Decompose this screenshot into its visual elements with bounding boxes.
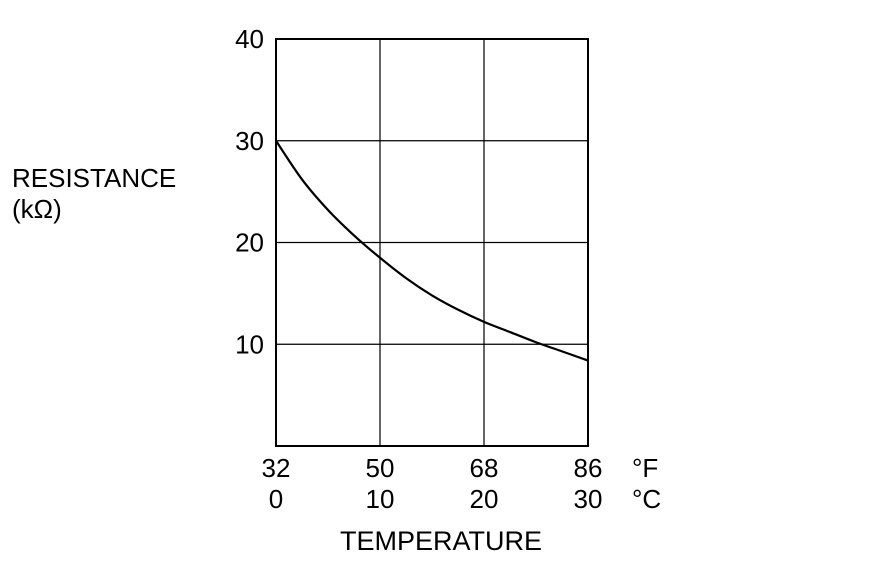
x-tick-label-celsius: 0 xyxy=(269,484,283,514)
grid-lines xyxy=(275,38,589,446)
y-tick-label: 20 xyxy=(235,228,264,258)
x-unit-celsius: °C xyxy=(632,484,661,514)
y-tick-label: 40 xyxy=(235,24,264,54)
x-tick-label-celsius: 10 xyxy=(366,484,395,514)
x-unit-fahrenheit: °F xyxy=(632,453,658,483)
plot-frame xyxy=(275,38,589,447)
x-tick-label-fahrenheit: 86 xyxy=(574,453,603,483)
y-tick-label: 10 xyxy=(235,329,264,359)
y-tick-labels: 10 20 30 40 xyxy=(235,24,264,359)
x-tick-label-fahrenheit: 32 xyxy=(262,453,291,483)
x-tick-label-celsius: 30 xyxy=(574,484,603,514)
x-axis-label: TEMPERATURE xyxy=(340,526,542,556)
x-tick-label-celsius: 20 xyxy=(470,484,499,514)
y-axis-label-line-2: (kΩ) xyxy=(12,194,62,224)
x-tick-label-fahrenheit: 68 xyxy=(470,453,499,483)
y-tick-label: 30 xyxy=(235,126,264,156)
data-series xyxy=(275,140,589,362)
resistance-curve xyxy=(275,140,589,362)
x-tick-label-fahrenheit: 50 xyxy=(366,453,395,483)
y-axis-label-line-1: RESISTANCE xyxy=(12,163,176,193)
